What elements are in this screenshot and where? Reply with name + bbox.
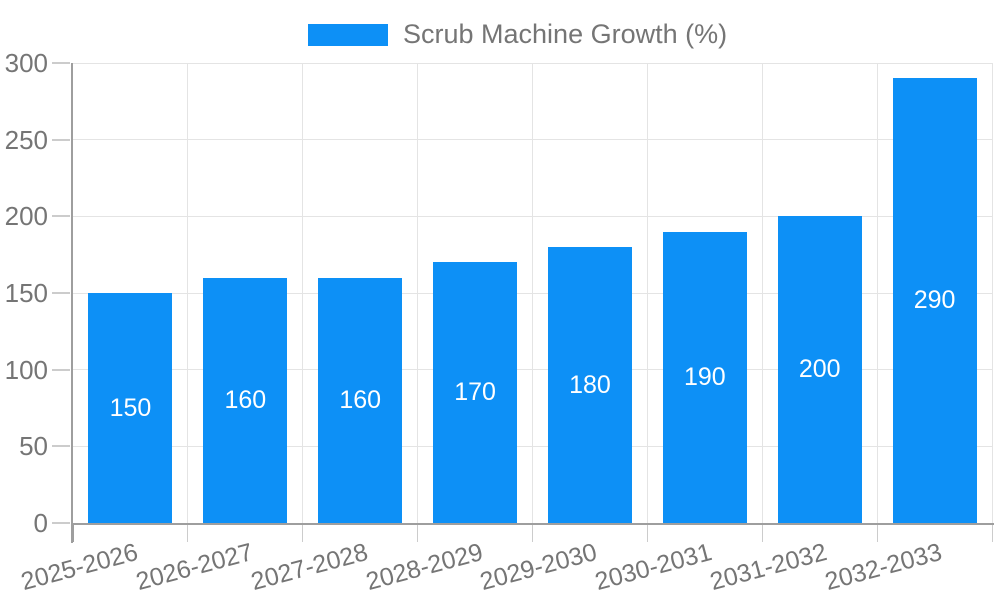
x-tick-mark [761,524,763,542]
x-axis-line [73,522,994,525]
x-tick-mark [991,524,993,542]
y-tick-mark [52,62,70,64]
y-axis-tick-label: 50 [19,431,48,462]
x-tick-mark [876,524,878,542]
bar-value-label: 160 [339,385,382,414]
bar[interactable]: 290 [892,78,977,523]
x-axis-tick-label: 2031-2032 [707,538,830,596]
x-tick-mark [646,524,648,542]
x-tick-mark [302,524,304,542]
bar[interactable]: 170 [433,262,518,523]
x-gridline [417,63,419,523]
y-tick-mark [52,138,70,141]
y-axis-tick-label: 300 [4,48,48,78]
y-tick-mark [52,368,70,371]
bar[interactable]: 190 [662,231,747,523]
x-tick-mark [532,524,533,542]
x-gridline [991,63,993,523]
bar-value-label: 190 [683,362,726,391]
bar-value-label: 150 [109,393,152,422]
y-axis-tick-label: 200 [4,201,48,232]
bar[interactable]: 200 [777,216,862,523]
y-axis-tick-label: 100 [4,354,48,385]
x-axis-tick-label: 2027-2028 [247,538,371,596]
y-tick-mark [52,215,70,218]
y-tick-mark [52,522,70,524]
y-axis-tick-label: 150 [4,278,48,308]
bar[interactable]: 160 [318,277,403,523]
y-tick-mark [52,445,70,448]
x-tick-mark [417,524,419,542]
x-axis-tick-label: 2030-2031 [592,538,716,596]
x-tick-mark [72,524,74,542]
bar[interactable]: 160 [203,277,288,523]
y-tick-mark [52,292,70,294]
x-gridline [876,63,878,523]
x-tick-mark [187,524,189,542]
bar-value-label: 200 [798,355,841,384]
bar-value-label: 160 [224,385,267,414]
bar[interactable]: 180 [547,247,632,523]
x-axis-tick-label: 2028-2029 [362,538,486,596]
bar-value-label: 290 [913,286,956,315]
x-gridline [761,63,763,523]
bar[interactable]: 150 [88,293,173,523]
y-axis-line [71,63,73,543]
x-axis-tick-label: 2032-2033 [822,538,945,596]
y-axis-tick-label: 250 [4,124,48,155]
y-axis-tick-label: 0 [33,508,48,538]
legend-swatch [308,23,388,46]
x-gridline [187,63,189,523]
legend-label: Scrub Machine Growth (%) [403,19,728,49]
bar-value-label: 180 [569,370,611,399]
chart-legend: Scrub Machine Growth (%) [308,19,727,50]
bar-value-label: 170 [454,378,496,407]
x-axis-tick-label: 2026-2027 [132,538,256,596]
x-axis-tick-label: 2029-2030 [477,538,601,596]
x-gridline [532,63,533,523]
x-gridline [302,63,304,523]
x-gridline [646,63,648,523]
x-axis-tick-label: 2025-2026 [17,538,141,596]
